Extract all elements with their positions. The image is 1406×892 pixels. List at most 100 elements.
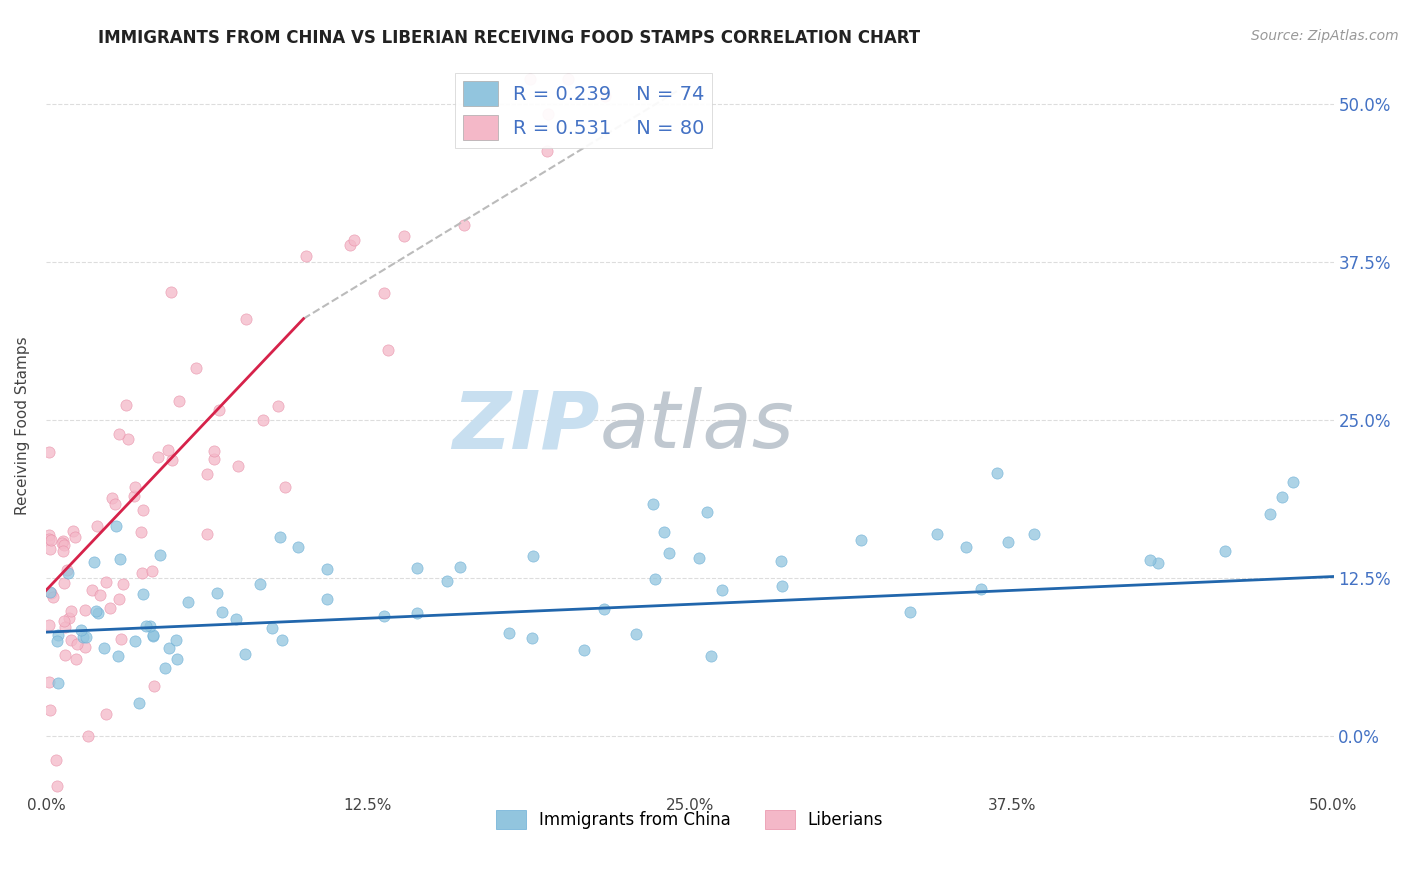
Point [124,634,146,648]
Point [1271,490,1294,504]
Point [453,219,475,233]
Point [80,582,103,597]
Point [39,703,62,717]
Point [262,621,284,635]
Point [770,579,793,593]
Point [658,546,681,560]
Point [110,632,132,647]
Point [373,608,395,623]
Point [39,586,62,600]
Point [160,453,183,467]
Point [135,619,157,633]
Point [406,560,429,574]
Point [266,399,288,413]
Point [343,233,366,247]
Point [593,602,616,616]
Point [184,360,207,375]
Point [58,611,80,625]
Point [59,603,82,617]
Point [60,633,83,648]
Point [38,585,60,599]
Point [115,398,138,412]
Point [101,491,124,505]
Text: ZIP: ZIP [453,387,599,465]
Point [377,343,399,357]
Point [519,71,541,86]
Point [1139,553,1161,567]
Text: Source: ZipAtlas.com: Source: ZipAtlas.com [1251,29,1399,43]
Point [72,631,94,645]
Point [142,680,165,694]
Point [41,591,63,605]
Text: IMMIGRANTS FROM CHINA VS LIBERIAN RECEIVING FOOD STAMPS CORRELATION CHART: IMMIGRANTS FROM CHINA VS LIBERIAN RECEIV… [98,29,921,46]
Point [56,564,79,578]
Point [142,628,165,642]
Point [315,591,337,606]
Point [536,144,558,158]
Point [537,107,560,121]
Point [235,312,257,326]
Point [211,605,233,619]
Point [46,628,69,642]
Point [1022,526,1045,541]
Point [498,626,520,640]
Legend: Immigrants from China, Liberians: Immigrants from China, Liberians [489,803,890,836]
Point [373,285,395,300]
Point [56,566,79,580]
Point [274,480,297,494]
Point [157,640,180,655]
Point [129,525,152,540]
Point [94,574,117,589]
Point [53,648,76,662]
Point [851,533,873,547]
Point [111,577,134,591]
Point [898,605,921,619]
Point [316,562,339,576]
Point [149,548,172,562]
Point [167,394,190,409]
Point [62,524,84,539]
Point [141,564,163,578]
Point [155,661,177,675]
Point [226,459,249,474]
Point [177,594,200,608]
Point [39,533,62,547]
Point [392,229,415,244]
Point [45,780,67,794]
Point [955,540,977,554]
Point [53,575,76,590]
Point [436,574,458,589]
Point [104,497,127,511]
Point [75,640,97,655]
Point [572,642,595,657]
Point [84,604,107,618]
Point [233,648,256,662]
Point [70,623,93,637]
Point [205,586,228,600]
Point [107,648,129,663]
Point [997,535,1019,549]
Point [105,519,128,533]
Point [46,676,69,690]
Point [925,526,948,541]
Point [52,533,75,548]
Point [87,606,110,620]
Point [202,444,225,458]
Point [53,620,76,634]
Point [700,648,723,663]
Point [139,619,162,633]
Point [202,451,225,466]
Point [688,551,710,566]
Point [522,549,544,563]
Point [51,535,73,549]
Point [1213,543,1236,558]
Point [252,413,274,427]
Point [405,607,427,621]
Point [124,481,146,495]
Point [108,591,131,606]
Point [83,555,105,569]
Y-axis label: Receiving Food Stamps: Receiving Food Stamps [15,337,30,516]
Point [557,71,579,86]
Point [132,503,155,517]
Point [45,633,67,648]
